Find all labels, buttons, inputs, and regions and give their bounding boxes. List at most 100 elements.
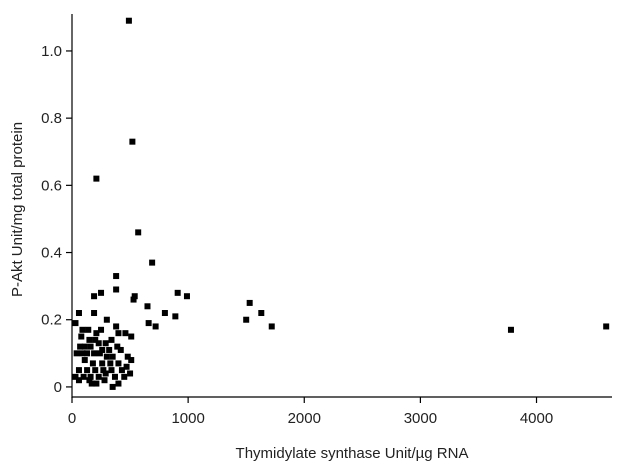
data-point bbox=[75, 367, 82, 374]
data-point bbox=[117, 346, 124, 353]
data-point bbox=[103, 353, 110, 360]
data-point bbox=[93, 330, 100, 337]
data-point bbox=[128, 333, 135, 340]
data-point bbox=[161, 310, 168, 317]
data-point bbox=[102, 340, 109, 347]
data-point bbox=[81, 343, 88, 350]
data-point bbox=[100, 367, 107, 374]
data-point bbox=[115, 380, 122, 387]
data-point bbox=[92, 336, 99, 343]
data-point bbox=[91, 310, 98, 317]
data-point bbox=[91, 293, 98, 300]
data-point bbox=[128, 357, 135, 364]
data-point bbox=[87, 343, 94, 350]
data-point bbox=[72, 373, 79, 380]
data-point bbox=[131, 293, 138, 300]
x-tick-label: 3000 bbox=[404, 410, 437, 427]
data-point bbox=[152, 323, 159, 330]
data-point bbox=[603, 323, 610, 330]
data-point bbox=[84, 350, 91, 357]
data-points bbox=[72, 17, 610, 390]
data-point bbox=[507, 326, 514, 333]
data-point bbox=[78, 333, 85, 340]
data-point bbox=[123, 363, 130, 370]
data-point bbox=[246, 299, 253, 306]
x-tick-label: 1000 bbox=[171, 410, 204, 427]
data-point bbox=[118, 367, 125, 374]
data-point bbox=[79, 326, 86, 333]
x-tick-label: 0 bbox=[68, 410, 76, 427]
data-point bbox=[96, 350, 103, 357]
data-point bbox=[93, 380, 100, 387]
data-point bbox=[93, 175, 100, 182]
data-point bbox=[124, 353, 131, 360]
data-point bbox=[268, 323, 275, 330]
data-point bbox=[75, 310, 82, 317]
data-point bbox=[183, 293, 190, 300]
y-tick-label: 0 bbox=[54, 379, 62, 396]
data-point bbox=[72, 320, 79, 327]
data-point bbox=[125, 17, 132, 24]
data-point bbox=[86, 377, 93, 384]
data-point bbox=[77, 343, 84, 350]
y-tick-label: 0.8 bbox=[41, 110, 62, 127]
y-tick-label: 0.6 bbox=[41, 177, 62, 194]
data-point bbox=[101, 377, 108, 384]
data-point bbox=[121, 373, 128, 380]
data-point bbox=[73, 350, 80, 357]
data-point bbox=[108, 336, 115, 343]
data-point bbox=[149, 259, 156, 266]
data-point bbox=[81, 357, 88, 364]
data-point bbox=[135, 229, 142, 236]
data-point bbox=[109, 353, 116, 360]
y-axis-title: P-Akt Unit/mg total protein bbox=[9, 122, 26, 297]
data-point bbox=[89, 360, 96, 367]
y-tick-label: 0.4 bbox=[41, 245, 62, 262]
data-point bbox=[98, 326, 105, 333]
data-point bbox=[130, 296, 137, 303]
data-point bbox=[103, 316, 110, 323]
data-point bbox=[122, 330, 129, 337]
y-tick-label: 1.0 bbox=[41, 43, 62, 60]
data-point bbox=[95, 340, 102, 347]
data-point bbox=[129, 138, 136, 145]
y-tick-label: 0.2 bbox=[41, 312, 62, 329]
data-point bbox=[107, 360, 114, 367]
data-point bbox=[114, 343, 121, 350]
data-point bbox=[243, 316, 250, 323]
data-point bbox=[115, 330, 122, 337]
data-point bbox=[91, 350, 98, 357]
data-point bbox=[84, 367, 91, 374]
axes: 0 0.2 0.4 0.6 0.8 1.0 0 1000 2000 3000 4000 bbox=[41, 14, 612, 427]
data-point bbox=[258, 310, 265, 317]
data-point bbox=[92, 367, 99, 374]
data-point bbox=[102, 370, 109, 377]
data-point bbox=[127, 370, 134, 377]
data-point bbox=[109, 383, 116, 390]
data-point bbox=[86, 336, 93, 343]
data-point bbox=[111, 373, 118, 380]
data-point bbox=[80, 373, 87, 380]
data-point bbox=[75, 377, 82, 384]
data-point bbox=[145, 320, 152, 327]
x-axis-title: Thymidylate synthase Unit/µg RNA bbox=[236, 445, 469, 462]
x-tick-label: 4000 bbox=[520, 410, 553, 427]
data-point bbox=[85, 326, 92, 333]
data-point bbox=[99, 346, 106, 353]
data-point bbox=[115, 360, 122, 367]
data-point bbox=[113, 323, 120, 330]
data-point bbox=[99, 360, 106, 367]
data-point bbox=[95, 373, 102, 380]
data-point bbox=[87, 373, 94, 380]
data-point bbox=[174, 289, 181, 296]
data-point bbox=[113, 273, 120, 280]
data-point bbox=[172, 313, 179, 320]
data-point bbox=[108, 367, 115, 374]
data-point bbox=[79, 350, 86, 357]
x-tick-label: 2000 bbox=[288, 410, 321, 427]
data-point bbox=[113, 286, 120, 293]
data-point bbox=[98, 289, 105, 296]
data-point bbox=[88, 380, 95, 387]
data-point bbox=[106, 346, 113, 353]
